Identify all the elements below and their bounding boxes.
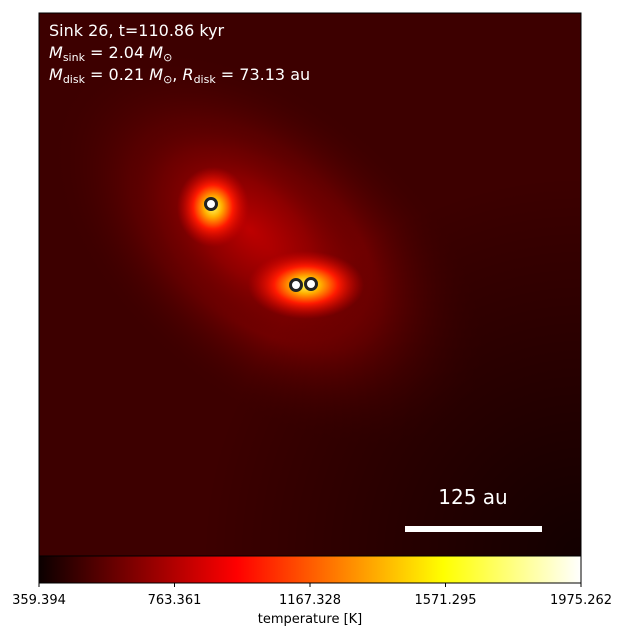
colorbar-tick-label: 1167.328 <box>279 593 341 608</box>
annotation-part: M <box>49 43 63 62</box>
annotation-part: = 0.21 <box>85 65 149 84</box>
annotation-part: R <box>182 65 193 84</box>
annotation: Mdisk = 0.21 M⊙, Rdisk = 73.13 au <box>49 65 310 86</box>
sink-markers <box>204 197 318 292</box>
colorbar-tick-label: 763.361 <box>148 593 202 608</box>
colorbar-label: temperature [K] <box>258 612 363 627</box>
sink <box>289 278 303 292</box>
annotation: Msink = 2.04 M⊙ <box>49 43 172 64</box>
colorbar-tick-label: 1571.295 <box>414 593 476 608</box>
sink <box>204 197 218 211</box>
annotation-part: , <box>172 65 182 84</box>
colorbar-tick-label: 359.394 <box>12 593 66 608</box>
annotation-part: = 73.13 au <box>216 65 310 84</box>
annotation-part: disk <box>63 73 86 86</box>
annotation-part: ⊙ <box>163 51 172 64</box>
annotation-part: sink <box>63 51 86 64</box>
annotation-part: M <box>149 43 163 62</box>
annotation-part: = 2.04 <box>85 43 149 62</box>
heatmap <box>39 13 581 556</box>
sink <box>304 277 318 291</box>
annotation-part: Sink 26, t=110.86 kyr <box>49 21 225 40</box>
annotation: Sink 26, t=110.86 kyr <box>49 21 225 40</box>
colorbar <box>38 555 582 584</box>
colorbar-tick-label: 1975.262 <box>550 593 612 608</box>
annotation-part: M <box>149 65 163 84</box>
annotation-part: disk <box>194 73 217 86</box>
annotation-part: ⊙ <box>163 73 172 86</box>
annotation-part: M <box>49 65 63 84</box>
scale-bar-label: 125 au <box>438 485 507 509</box>
